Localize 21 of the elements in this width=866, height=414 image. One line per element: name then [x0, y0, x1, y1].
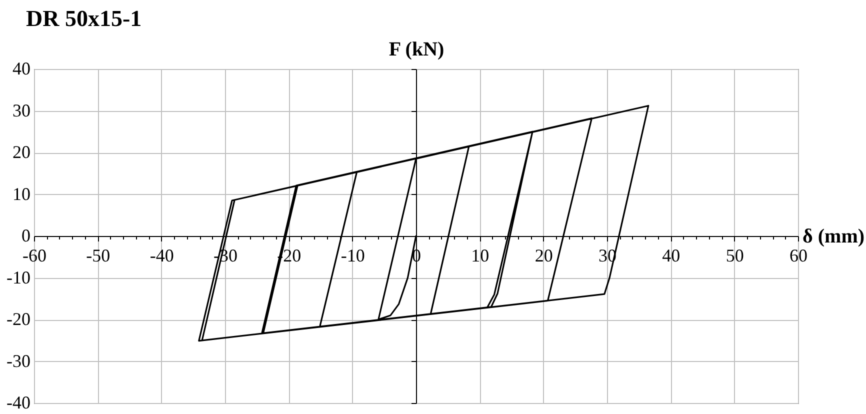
- x-tick-label: 40: [662, 246, 680, 266]
- x-tick-label: 60: [790, 246, 808, 266]
- y-tick-label: 0: [22, 226, 30, 246]
- y-tick-label: 30: [12, 100, 30, 120]
- x-tick-label: -60: [22, 246, 46, 266]
- x-axis-title: δ (mm): [802, 226, 865, 248]
- y-tick-label: 10: [12, 184, 30, 204]
- x-tick-label: 20: [534, 246, 553, 266]
- x-tick-label: 10: [471, 246, 490, 266]
- y-tick-label: -40: [6, 392, 30, 412]
- y-axis-title: F (kN): [388, 38, 444, 60]
- x-tick-label: -10: [340, 246, 365, 266]
- x-tick-label: 50: [726, 246, 744, 266]
- chart-title: DR 50x15-1: [26, 6, 142, 31]
- y-tick-label: 20: [12, 142, 30, 162]
- x-tick-label: -40: [150, 246, 174, 266]
- y-tick-label: 40: [12, 58, 30, 78]
- y-tick-label: -30: [6, 350, 30, 371]
- x-tick-label: -50: [86, 246, 110, 266]
- y-tick-label: -10: [6, 267, 30, 288]
- y-tick-label: -20: [6, 309, 30, 329]
